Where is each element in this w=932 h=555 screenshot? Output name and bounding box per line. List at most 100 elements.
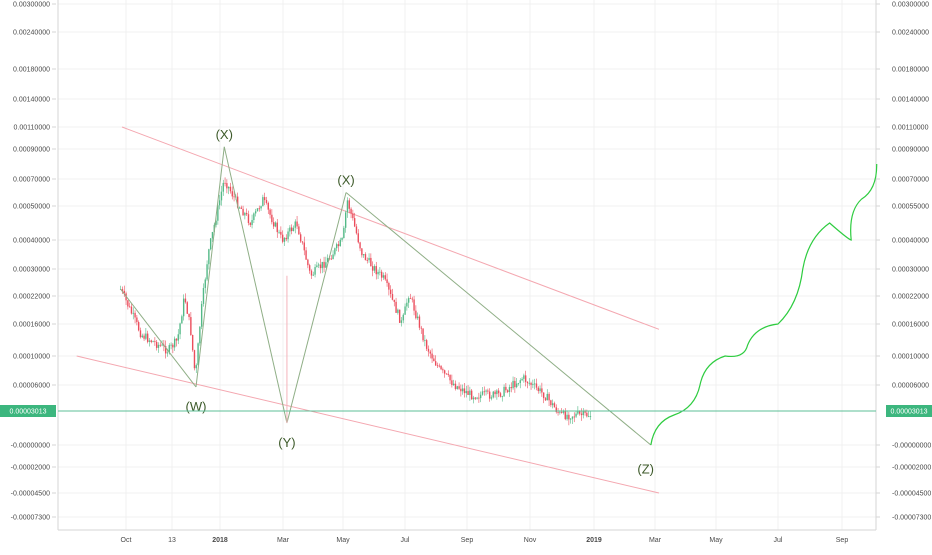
candle-body (244, 212, 246, 216)
candle-body (161, 344, 163, 346)
candle-body (499, 393, 502, 397)
candle-body (166, 352, 169, 354)
grid (58, 0, 876, 530)
candle-body (193, 350, 196, 369)
candle-body (238, 207, 241, 209)
time-tick-label: 2019 (586, 537, 602, 544)
candle-body (332, 254, 334, 260)
candle-body (589, 416, 592, 417)
candle-body (130, 306, 133, 314)
right-price-tick-label: 0.00300000 (892, 2, 929, 9)
wave-label: (W) (186, 399, 207, 414)
left-price-tick-label: 0.00240000 (13, 30, 50, 37)
candlesticks (119, 177, 592, 426)
candle-body (123, 290, 125, 294)
candle-body (217, 205, 219, 221)
time-tick-label: Sep (461, 537, 474, 544)
candle-body (433, 358, 435, 362)
candle-body (157, 344, 160, 348)
candle-body (132, 312, 134, 314)
candle-body (312, 274, 314, 276)
candle-body (366, 260, 368, 261)
candle-body (233, 196, 235, 198)
candle-body (253, 213, 255, 221)
candle-body (571, 416, 574, 419)
candle-body (326, 258, 329, 263)
candle-body (263, 197, 266, 201)
right-price-tick-label: 0.00240000 (892, 30, 929, 37)
candle-body (285, 237, 287, 240)
candle-body (434, 361, 437, 366)
candle-body (497, 390, 500, 394)
candle-body (506, 390, 509, 393)
candle-body (523, 375, 525, 379)
candle-body (254, 211, 257, 214)
wave-count-lines (120, 146, 652, 446)
candle-body (407, 298, 410, 303)
wave-label: (X) (337, 173, 354, 188)
candle-body (452, 383, 455, 386)
candle-body (532, 383, 534, 385)
candle-body (496, 390, 498, 395)
current-price-markers: 0.00003013 0.00003013 (0, 405, 932, 417)
candle-body (382, 275, 385, 278)
candle-body (427, 348, 430, 352)
candle-body (375, 266, 377, 275)
right-price-tick-label: -0.00007300 (892, 515, 931, 522)
candle-body (272, 222, 275, 227)
candle-body (492, 391, 494, 398)
candle-body (379, 271, 381, 273)
candle-body (422, 328, 424, 341)
candle-body (204, 279, 206, 288)
candle-body (143, 335, 145, 339)
candle-body (431, 353, 433, 359)
right-price-tick-label: -0.00004500 (892, 491, 931, 498)
candle-body (467, 391, 469, 395)
candle-body (258, 208, 260, 210)
left-price-tag-label: 0.00003013 (10, 409, 47, 416)
candle-body (411, 298, 413, 300)
candle-body (550, 400, 552, 406)
candle-body (389, 289, 392, 294)
candle-body (463, 388, 466, 394)
right-price-tick-label: 0.00180000 (892, 67, 929, 74)
candle-body (521, 378, 523, 381)
candle-body (548, 393, 550, 401)
candle-body (308, 265, 311, 271)
channel-upper-line (121, 126, 660, 330)
candle-body (380, 271, 383, 278)
candle-body (278, 231, 280, 233)
candle-body (373, 266, 376, 271)
left-price-tick-label: 0.00030000 (13, 267, 50, 274)
candle-body (398, 309, 401, 323)
right-price-tick-label: 0.00040000 (892, 238, 929, 245)
candle-body (528, 382, 530, 384)
candle-body (460, 388, 462, 392)
candle-body (269, 209, 271, 215)
candle-body (580, 413, 583, 416)
candle-body (220, 191, 223, 201)
candle-body (391, 293, 394, 300)
candle-body (566, 414, 568, 420)
candle-body (569, 418, 572, 420)
candle-body (562, 410, 565, 413)
candle-body (251, 220, 253, 225)
candle-body (323, 261, 325, 268)
left-price-tick-label: 0.00040000 (13, 238, 50, 245)
candle-body (539, 388, 541, 392)
candle-body (476, 397, 478, 399)
time-tick-label: Sep (836, 537, 849, 544)
candle-body (447, 373, 449, 375)
time-tick-label: 13 (168, 537, 176, 544)
candle-body (229, 186, 232, 192)
right-price-tick-label: 0.00010000 (892, 354, 929, 361)
left-price-tick-label: -0.00002000 (11, 465, 50, 472)
left-price-tick-label: 0.00010000 (13, 354, 50, 361)
wave-label: (Y) (278, 435, 295, 450)
candle-body (350, 208, 352, 214)
candle-body (208, 249, 210, 265)
candle-body (139, 330, 142, 338)
candle-body (587, 416, 590, 418)
